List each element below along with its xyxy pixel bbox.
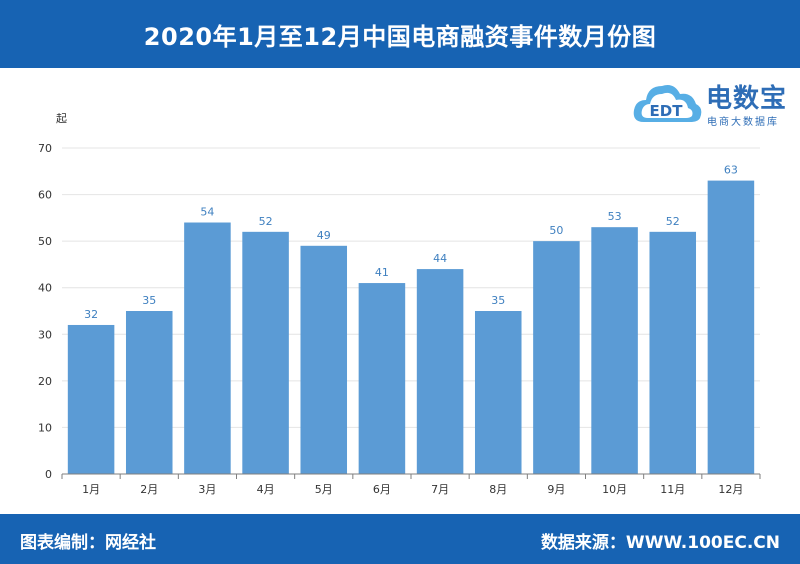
bar [125,311,173,474]
bar [358,283,406,474]
x-tick-label: 3月 [198,483,216,496]
x-tick-label: 4月 [257,483,275,496]
y-axis-label: 起 [56,112,67,125]
footer-source: 数据来源：WWW.100EC.CN [540,533,780,553]
footer-credit: 图表编制：网经社 [20,533,156,553]
logo: EDT 电数宝 电商大数据库 [630,72,795,134]
y-tick-label: 70 [38,142,52,155]
x-tick-label: 12月 [718,483,743,496]
y-tick-label: 0 [45,468,52,481]
bar [416,269,464,474]
data-label: 41 [375,266,389,279]
y-axis: 0 10 20 30 40 50 60 70 [38,142,52,481]
y-tick-label: 60 [38,189,52,202]
bar [533,241,580,474]
footer-bar: 图表编制：网经社 数据来源：WWW.100EC.CN [0,514,800,564]
x-tick-label: 6月 [373,483,391,496]
x-tick-label: 8月 [489,483,507,496]
x-axis: 1月 2月 3月 4月 5月 6月 7月 8月 9月 10月 11月 12月 [61,473,761,496]
data-label: 35 [491,294,505,307]
bar [591,227,638,474]
bars: 32 35 54 52 49 41 44 35 50 53 52 63 [67,164,755,474]
logo-mark-text: EDT [650,102,684,120]
data-label: 35 [142,294,156,307]
x-tick-label: 10月 [602,483,627,496]
gridlines [62,147,760,428]
y-tick-label: 40 [38,282,52,295]
data-label: 53 [608,210,622,223]
data-label: 50 [549,224,563,237]
chart-area: 32 35 54 52 49 41 44 35 50 53 52 63 0 10 20 30 40 50 60 70… [0,68,800,514]
x-tick-label: 9月 [547,483,565,496]
logo-subtitle: 电商大数据库 [707,117,779,128]
bar [707,180,755,474]
y-tick-label: 20 [38,375,52,388]
logo-brand: 电数宝 [706,84,788,114]
bar [184,222,231,474]
x-tick-label: 11月 [660,483,685,496]
chart-title: 2020年1月至12月中国电商融资事件数月份图 [143,22,657,51]
bar [649,231,697,474]
x-tick-label: 1月 [82,483,100,496]
y-tick-label: 30 [38,328,52,341]
title-bar: 2020年1月至12月中国电商融资事件数月份图 [0,0,800,68]
bar [474,311,522,474]
y-tick-label: 10 [38,421,52,434]
data-label: 63 [724,164,738,177]
bar-chart: 32 35 54 52 49 41 44 35 50 53 52 63 0 10 20 30 40 50 60 70… [38,112,761,496]
bar [242,231,289,474]
bar [67,324,115,474]
data-label: 49 [317,229,331,242]
data-label: 44 [433,252,447,265]
bar [300,245,348,474]
x-tick-label: 2月 [140,483,158,496]
data-label: 32 [84,308,98,321]
y-tick-label: 50 [38,235,52,248]
data-label: 52 [259,215,273,228]
x-tick-label: 7月 [431,483,449,496]
data-label: 52 [666,215,680,228]
x-tick-label: 5月 [315,483,333,496]
cloud-logo-icon: EDT [633,85,702,122]
data-label: 54 [200,206,214,219]
